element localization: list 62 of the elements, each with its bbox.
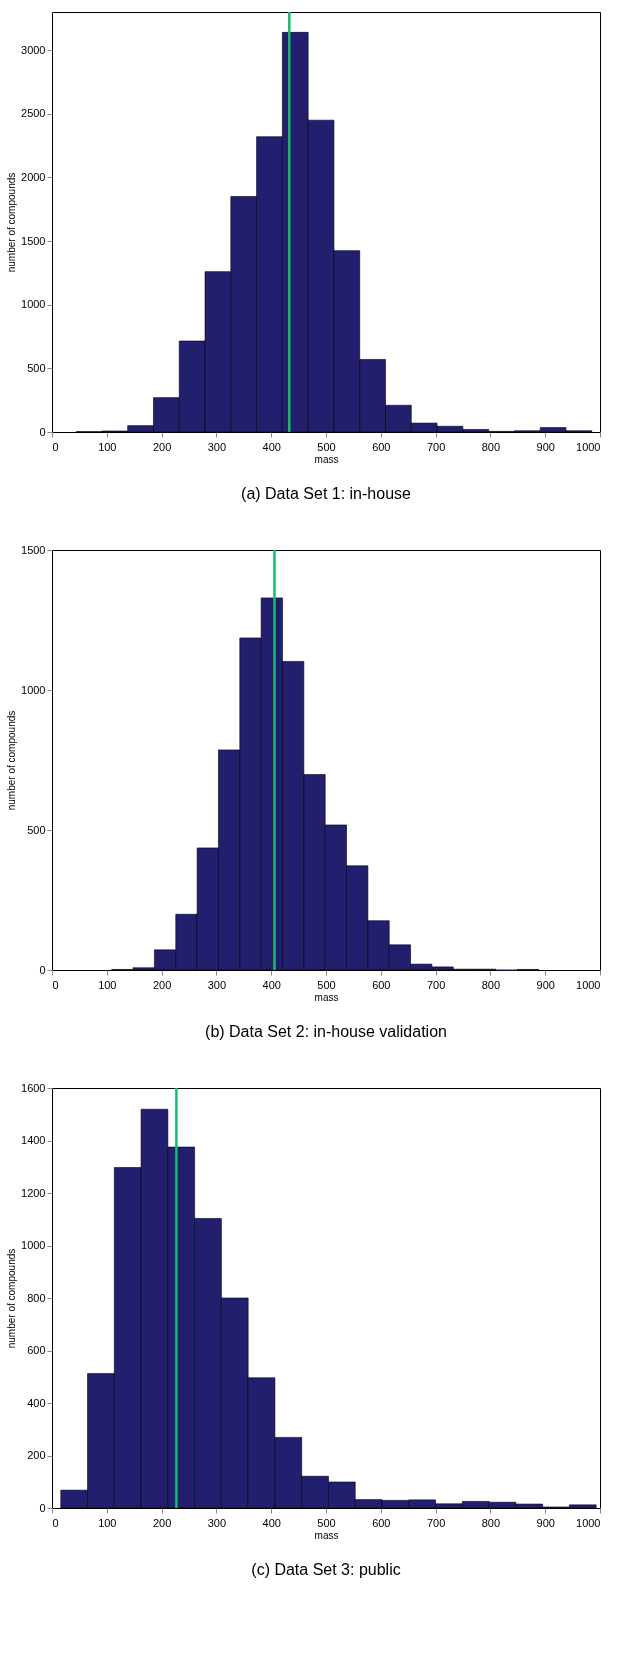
x-tick-label: 800 <box>481 978 501 991</box>
x-tick-label: 700 <box>426 978 446 991</box>
x-tick-label: 900 <box>536 978 555 991</box>
x-tick-label: 700 <box>426 440 446 453</box>
x-axis-title: mass <box>314 1529 339 1541</box>
y-tick-label: 1000 <box>21 683 46 696</box>
y-tick-label: 0 <box>39 1501 46 1514</box>
y-tick-label: 2500 <box>21 107 46 120</box>
x-tick-label: 200 <box>152 1516 172 1529</box>
x-tick-label: 400 <box>262 440 281 453</box>
y-tick-label: 500 <box>27 361 46 374</box>
y-tick-label: 1400 <box>21 1134 46 1146</box>
x-tick-label: 600 <box>372 978 391 991</box>
y-tick-label: 1600 <box>21 1081 46 1094</box>
x-tick-label: 300 <box>207 440 227 453</box>
y-axis-title: number of compounds <box>6 172 18 273</box>
y-tick-label: 1500 <box>21 543 46 556</box>
x-tick-label: 200 <box>152 978 172 991</box>
x-axis-title: mass <box>314 453 339 465</box>
x-tick-label: 900 <box>536 1516 555 1529</box>
x-tick-label: 1000 <box>576 978 601 991</box>
y-tick-label: 1000 <box>21 298 46 311</box>
x-tick-label: 800 <box>481 440 501 453</box>
x-tick-label: 300 <box>207 978 227 991</box>
y-tick-label: 400 <box>27 1396 46 1409</box>
x-tick-label: 600 <box>372 1516 391 1529</box>
x-tick-label: 500 <box>317 440 336 453</box>
text: (c) Data Set 3: public <box>251 1561 401 1578</box>
y-tick-label: 800 <box>27 1291 46 1304</box>
x-tick-label: 800 <box>481 1516 501 1529</box>
y-tick-label: 500 <box>27 823 46 836</box>
text: (a) Data Set 1: in-house <box>241 485 412 502</box>
x-tick-label: 100 <box>98 440 117 453</box>
y-tick-label: 0 <box>39 963 46 976</box>
y-tick-label: 2000 <box>21 170 46 183</box>
x-axis-title: mass <box>314 991 339 1003</box>
x-tick-label: 1000 <box>576 1516 601 1529</box>
y-tick-label: 600 <box>27 1344 46 1356</box>
x-tick-label: 400 <box>262 1516 281 1529</box>
x-tick-label: 700 <box>426 1516 446 1529</box>
text: (b) Data Set 2: in-house validation <box>205 1023 447 1040</box>
x-tick-label: 500 <box>317 1516 336 1529</box>
y-tick-label: 0 <box>39 425 46 438</box>
y-tick-label: 3000 <box>21 43 46 56</box>
x-tick-label: 1000 <box>576 440 601 453</box>
x-tick-label: 100 <box>98 1516 117 1529</box>
x-tick-label: 100 <box>98 978 117 991</box>
y-tick-label: 200 <box>27 1449 46 1461</box>
x-tick-label: 0 <box>52 440 59 453</box>
x-tick-label: 900 <box>536 440 555 453</box>
y-tick-label: 1000 <box>21 1239 46 1251</box>
x-tick-label: 0 <box>52 1516 59 1529</box>
x-tick-label: 200 <box>152 440 172 453</box>
x-tick-label: 600 <box>372 440 391 453</box>
y-axis-title: number of compounds <box>6 1248 18 1349</box>
y-tick-label: 1200 <box>21 1186 46 1199</box>
y-axis-title: number of compounds <box>6 710 18 811</box>
x-tick-label: 400 <box>262 978 281 991</box>
y-tick-label: 1500 <box>21 234 46 247</box>
x-tick-label: 500 <box>317 978 336 991</box>
x-tick-label: 0 <box>52 978 59 991</box>
x-tick-label: 300 <box>207 1516 227 1529</box>
